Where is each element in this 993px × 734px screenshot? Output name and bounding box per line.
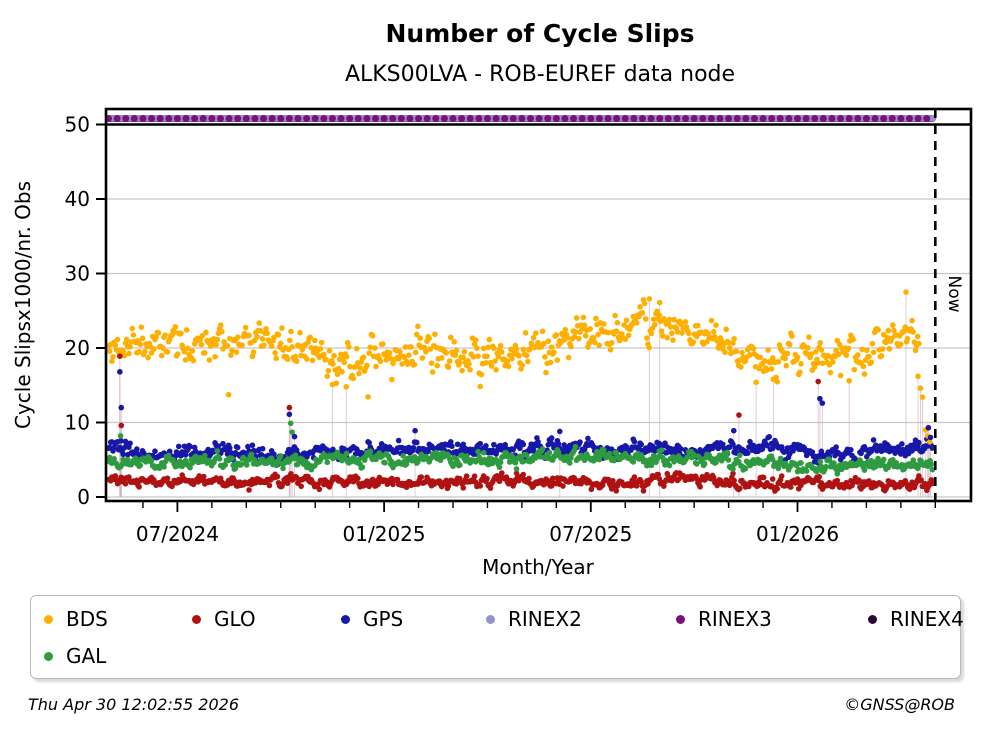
- series-rinex3-points: [105, 115, 931, 123]
- y-tick-label: 50: [65, 113, 90, 137]
- legend-dot-gal: [44, 651, 53, 661]
- legend-dot-gps: [341, 614, 350, 624]
- series-glo-points: [105, 470, 936, 494]
- chart-title: Number of Cycle Slips: [385, 19, 694, 48]
- x-tick-label: 07/2024: [136, 522, 219, 546]
- copyright-credit: ©GNSS@ROB: [844, 695, 955, 714]
- legend-dot-rinex3: [676, 614, 685, 624]
- legend-label: GAL: [66, 644, 107, 668]
- legend-item-glo: GLO: [192, 605, 256, 633]
- x-tick-label: 07/2025: [549, 522, 632, 546]
- legend-dot-rinex2: [486, 614, 495, 624]
- legend-dot-bds: [44, 614, 53, 624]
- data-points: [105, 115, 936, 494]
- x-tick-label: 01/2025: [343, 522, 426, 546]
- x-tick-label: 01/2026: [756, 522, 839, 546]
- tick-labels: 0 10 20 30 40 50 07/2024 01/2025 07/2025 01/2026: [65, 113, 840, 547]
- legend-item-gps: GPS: [341, 605, 403, 633]
- y-tick-label: 40: [65, 187, 90, 211]
- legend-item-rinex2: RINEX2: [486, 605, 582, 633]
- series-gal-points: [105, 443, 936, 477]
- legend-label: GPS: [363, 607, 404, 631]
- plot-timestamp: Thu Apr 30 12:02:55 2026: [28, 695, 239, 714]
- y-tick-label: 0: [77, 485, 90, 509]
- plot-frame-and-ticks: [96, 107, 973, 512]
- y-tick-label: 30: [65, 262, 90, 286]
- legend-label: RINEX2: [508, 607, 582, 631]
- legend-label: BDS: [66, 607, 108, 631]
- legend-dot-rinex4: [868, 614, 877, 624]
- y-tick-label: 10: [65, 411, 90, 435]
- legend-dot-glo: [192, 614, 201, 624]
- legend-label: RINEX3: [698, 607, 772, 631]
- y-axis-label: Cycle Slipsx1000/nr. Obs: [11, 181, 35, 429]
- legend-label: RINEX4: [890, 607, 964, 631]
- chart-subtitle: ALKS00LVA - ROB-EUREF data node: [345, 62, 735, 87]
- chart-legend: BDS GLO GPS RINEX2 RINEX3 RINEX4 GAL: [30, 595, 964, 679]
- y-tick-label: 20: [65, 336, 90, 360]
- legend-item-rinex3: RINEX3: [676, 605, 772, 633]
- legend-label: GLO: [214, 607, 256, 631]
- x-axis-label: Month/Year: [482, 555, 595, 579]
- outlier-points: [117, 289, 934, 445]
- series-bds-points: [105, 296, 922, 400]
- legend-item-gal: GAL: [44, 642, 106, 670]
- now-label: Now: [944, 275, 964, 312]
- legend-item-bds: BDS: [44, 605, 108, 633]
- legend-item-rinex4: RINEX4: [868, 605, 964, 633]
